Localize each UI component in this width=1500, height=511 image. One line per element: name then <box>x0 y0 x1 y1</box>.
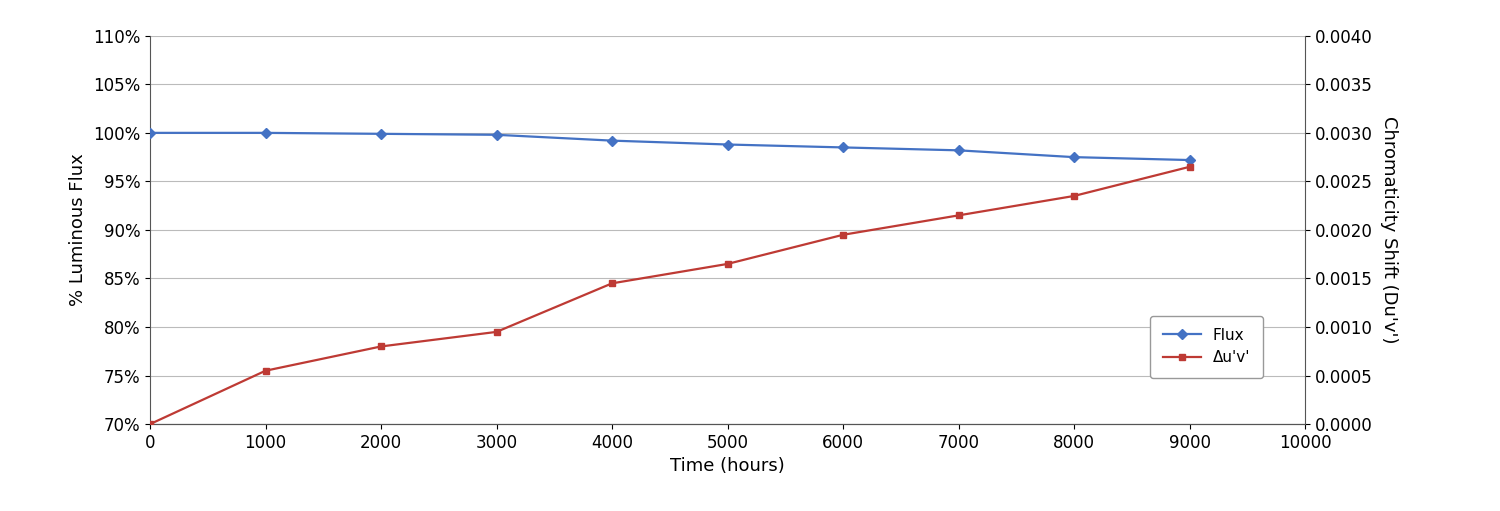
Δu'v' <box>1180 164 1198 170</box>
Δu'v' <box>834 231 852 238</box>
Δu'v' <box>603 280 621 286</box>
Flux <box>718 142 736 148</box>
Line: Flux: Flux <box>147 129 1192 164</box>
Y-axis label: Chromaticity Shift (Du'v'): Chromaticity Shift (Du'v') <box>1380 116 1398 344</box>
Δu'v' <box>372 343 390 350</box>
Δu'v' <box>1065 193 1083 199</box>
X-axis label: Time (hours): Time (hours) <box>670 457 784 475</box>
Flux <box>1065 154 1083 160</box>
Flux <box>950 147 968 153</box>
Flux <box>372 131 390 137</box>
Flux <box>256 130 274 136</box>
Flux <box>141 130 159 136</box>
Y-axis label: % Luminous Flux: % Luminous Flux <box>69 154 87 306</box>
Flux <box>1180 157 1198 163</box>
Flux <box>834 145 852 151</box>
Δu'v' <box>718 261 736 267</box>
Δu'v' <box>488 329 506 335</box>
Flux <box>488 132 506 138</box>
Δu'v' <box>950 213 968 219</box>
Δu'v' <box>256 367 274 374</box>
Legend: Flux, Δu'v': Flux, Δu'v' <box>1150 316 1263 378</box>
Flux <box>603 137 621 144</box>
Line: Δu'v': Δu'v' <box>147 164 1192 428</box>
Δu'v' <box>141 421 159 427</box>
